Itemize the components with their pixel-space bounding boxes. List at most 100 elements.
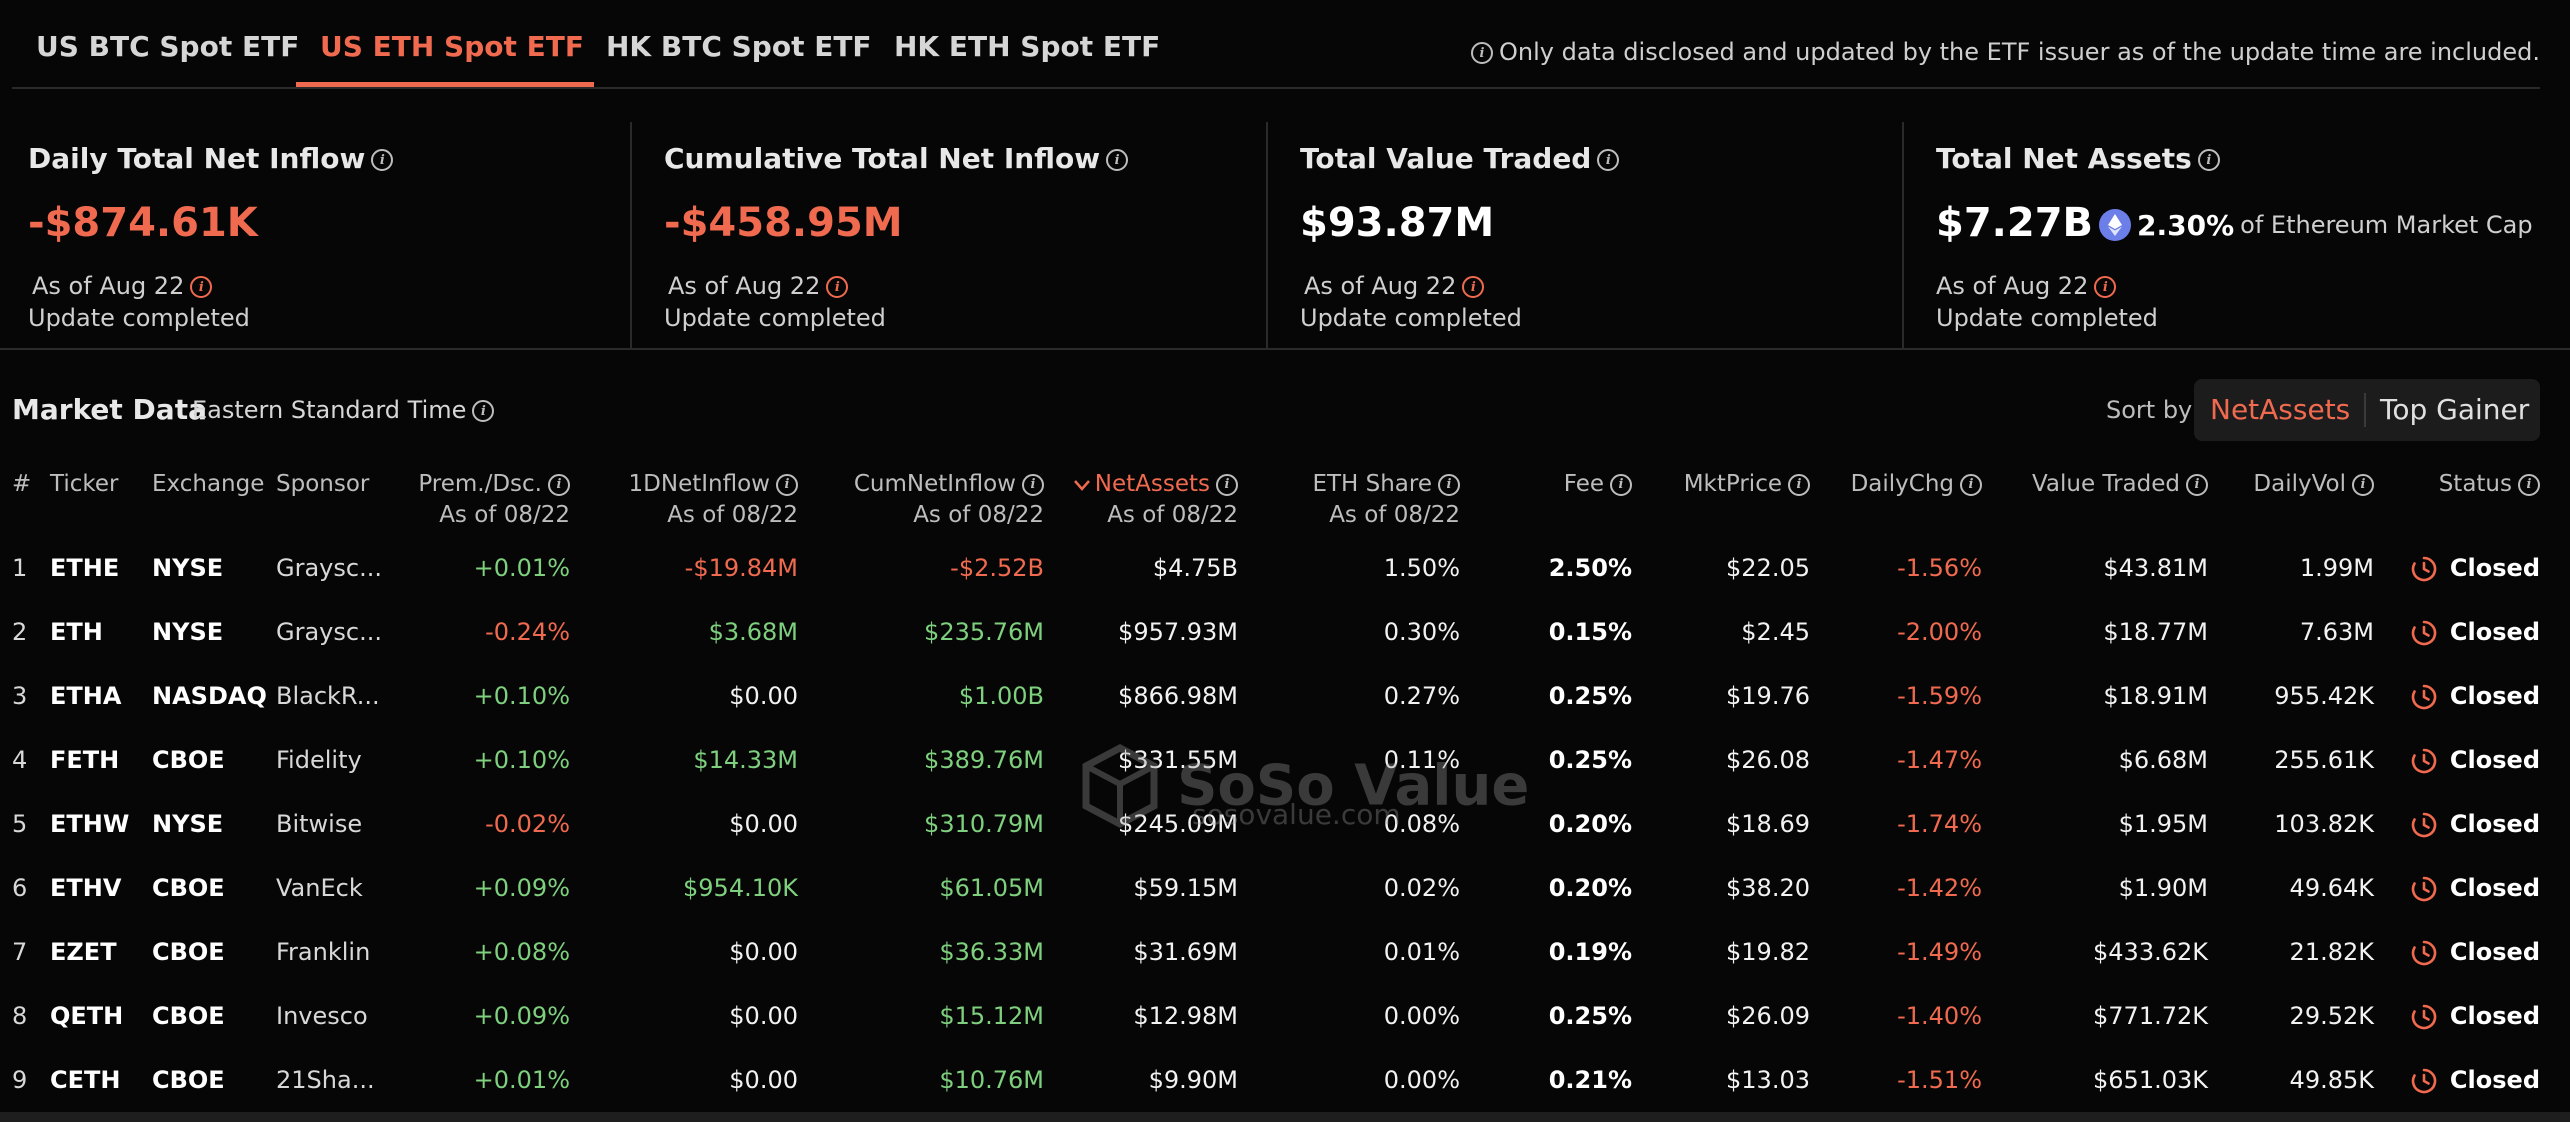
info-icon[interactable]: i bbox=[1216, 473, 1238, 496]
cell-price: $22.05 bbox=[1726, 554, 1810, 582]
col-1d-net-inflow[interactable]: 1DNetInflow i As of 08/22 bbox=[629, 469, 798, 531]
cell-ticker[interactable]: ETHA bbox=[50, 682, 122, 710]
cell-traded: $771.72K bbox=[2093, 1002, 2208, 1030]
cell-prem: -0.24% bbox=[485, 618, 570, 646]
info-icon[interactable]: i bbox=[1788, 473, 1810, 496]
cell-ticker[interactable]: ETHE bbox=[50, 554, 120, 582]
sort-option-netassets[interactable]: NetAssets bbox=[2210, 393, 2351, 426]
sort-by-label: Sort by bbox=[2106, 396, 2193, 424]
info-icon[interactable]: i bbox=[1597, 149, 1620, 171]
cell-ticker[interactable]: EZET bbox=[50, 938, 117, 966]
status-text: Closed bbox=[2449, 746, 2540, 774]
col-prem-dsc[interactable]: Prem./Dsc. i As of 08/22 bbox=[418, 469, 570, 531]
cell-share: 0.01% bbox=[1383, 938, 1460, 966]
info-icon[interactable]: i bbox=[472, 400, 495, 422]
info-icon[interactable]: i bbox=[1610, 473, 1632, 496]
cell-prem: +0.09% bbox=[473, 874, 570, 902]
info-icon[interactable]: i bbox=[1960, 473, 1982, 496]
horizontal-scrollbar[interactable] bbox=[0, 1112, 2570, 1122]
cell-chg: -1.56% bbox=[1897, 554, 1982, 582]
cell-ticker[interactable]: QETH bbox=[50, 1002, 124, 1030]
col-net-assets[interactable]: NetAssets i As of 08/22 bbox=[1073, 469, 1238, 531]
info-icon[interactable]: i bbox=[548, 473, 570, 496]
sort-option-top-gainer[interactable]: Top Gainer bbox=[2380, 393, 2530, 426]
cell-chg: -1.47% bbox=[1897, 746, 1982, 774]
info-icon[interactable]: i bbox=[2186, 473, 2208, 496]
tab-hk-eth-spot-etf[interactable]: HK ETH Spot ETF bbox=[894, 30, 1161, 63]
info-icon[interactable]: i bbox=[2094, 276, 2117, 298]
cell-inflow: $14.33M bbox=[693, 746, 798, 774]
closed-clock-icon bbox=[2411, 940, 2437, 966]
info-icon[interactable]: i bbox=[1462, 276, 1485, 298]
info-icon[interactable]: i bbox=[2197, 149, 2220, 171]
info-icon[interactable]: i bbox=[1438, 473, 1460, 496]
data-notice: i Only data disclosed and updated by the … bbox=[1465, 38, 2540, 66]
cell-fee: 0.21% bbox=[1548, 1066, 1632, 1094]
cell-share: 0.02% bbox=[1383, 874, 1460, 902]
cell-status: Closed bbox=[2410, 553, 2540, 583]
cell-vol: 103.82K bbox=[2274, 810, 2374, 838]
info-icon[interactable]: i bbox=[826, 276, 849, 298]
cell-traded: $18.77M bbox=[2103, 618, 2208, 646]
cell-inflow: $0.00 bbox=[729, 1066, 798, 1094]
col-cum-net-inflow[interactable]: CumNetInflow i As of 08/22 bbox=[854, 469, 1044, 531]
cell-assets: $866.98M bbox=[1118, 682, 1238, 710]
info-icon[interactable]: i bbox=[1471, 42, 1493, 64]
cell-status: Closed bbox=[2410, 1065, 2540, 1095]
col-exchange[interactable]: Exchange bbox=[152, 471, 265, 497]
col-daily-vol[interactable]: DailyVol i bbox=[2253, 469, 2374, 500]
cell-ticker[interactable]: ETHV bbox=[50, 874, 122, 902]
sort-desc-icon[interactable] bbox=[1073, 479, 1091, 491]
closed-clock-icon bbox=[2411, 812, 2437, 838]
cell-prem: +0.08% bbox=[473, 938, 570, 966]
card-cumulative-net-inflow: Cumulative Total Net Inflow i -$458.95M A… bbox=[636, 122, 1272, 350]
col-value-traded[interactable]: Value Traded i bbox=[2032, 469, 2208, 500]
cell-price: $26.09 bbox=[1726, 1002, 1810, 1030]
info-icon[interactable]: i bbox=[2518, 473, 2540, 496]
info-icon[interactable]: i bbox=[1106, 149, 1129, 171]
cell-exchange: NYSE bbox=[152, 618, 224, 646]
info-icon[interactable]: i bbox=[2352, 473, 2374, 496]
cell-ticker[interactable]: ETHW bbox=[50, 810, 130, 838]
tab-hk-btc-spot-etf[interactable]: HK BTC Spot ETF bbox=[606, 30, 872, 63]
col-fee[interactable]: Fee i bbox=[1564, 469, 1632, 500]
cell-status: Closed bbox=[2410, 617, 2540, 647]
cell-ticker[interactable]: FETH bbox=[50, 746, 120, 774]
closed-clock-icon bbox=[2411, 620, 2437, 646]
cell-assets: $31.69M bbox=[1133, 938, 1238, 966]
cell-assets: $12.98M bbox=[1133, 1002, 1238, 1030]
col-daily-chg[interactable]: DailyChg i bbox=[1851, 469, 1982, 500]
tab-us-eth-spot-etf[interactable]: US ETH Spot ETF bbox=[320, 30, 584, 63]
cell-ticker[interactable]: CETH bbox=[50, 1066, 121, 1094]
col-sub-label: As of 08/22 bbox=[1329, 502, 1460, 528]
card-divider bbox=[1266, 122, 1268, 350]
col-status[interactable]: Status i bbox=[2439, 469, 2540, 500]
cell-sponsor: Fidelity bbox=[276, 746, 362, 774]
cell-share: 0.30% bbox=[1383, 618, 1460, 646]
cell-inflow: $3.68M bbox=[708, 618, 798, 646]
col-sponsor[interactable]: Sponsor bbox=[276, 471, 370, 497]
cell-num: 3 bbox=[12, 682, 28, 710]
info-icon[interactable]: i bbox=[1022, 473, 1044, 496]
card-total-net-assets: Total Net Assets i $7.27B 2.30% of Ethereum… bbox=[1908, 122, 2544, 350]
cell-assets: $957.93M bbox=[1118, 618, 1238, 646]
cell-cum: $389.76M bbox=[924, 746, 1044, 774]
cell-exchange: CBOE bbox=[152, 938, 225, 966]
cell-num: 9 bbox=[12, 1066, 28, 1094]
cell-assets: $331.55M bbox=[1118, 746, 1238, 774]
tab-us-btc-spot-etf[interactable]: US BTC Spot ETF bbox=[36, 30, 300, 63]
col-eth-share[interactable]: ETH Share i As of 08/22 bbox=[1312, 469, 1460, 531]
cell-fee: 0.20% bbox=[1548, 874, 1632, 902]
cell-prem: +0.10% bbox=[473, 746, 570, 774]
card-title: Total Net Assets i bbox=[1936, 142, 2226, 175]
col-mkt-price[interactable]: MktPrice i bbox=[1684, 469, 1810, 500]
card-value: $7.27B 2.30% of Ethereum Market Cap bbox=[1936, 200, 2533, 246]
col-ticker[interactable]: Ticker bbox=[50, 471, 119, 497]
cell-chg: -1.59% bbox=[1897, 682, 1982, 710]
info-icon[interactable]: i bbox=[776, 473, 798, 496]
cell-ticker[interactable]: ETH bbox=[50, 618, 103, 646]
closed-clock-icon bbox=[2411, 1068, 2437, 1094]
info-icon[interactable]: i bbox=[371, 149, 394, 171]
info-icon[interactable]: i bbox=[190, 276, 213, 298]
cell-cum: -$2.52B bbox=[950, 554, 1044, 582]
